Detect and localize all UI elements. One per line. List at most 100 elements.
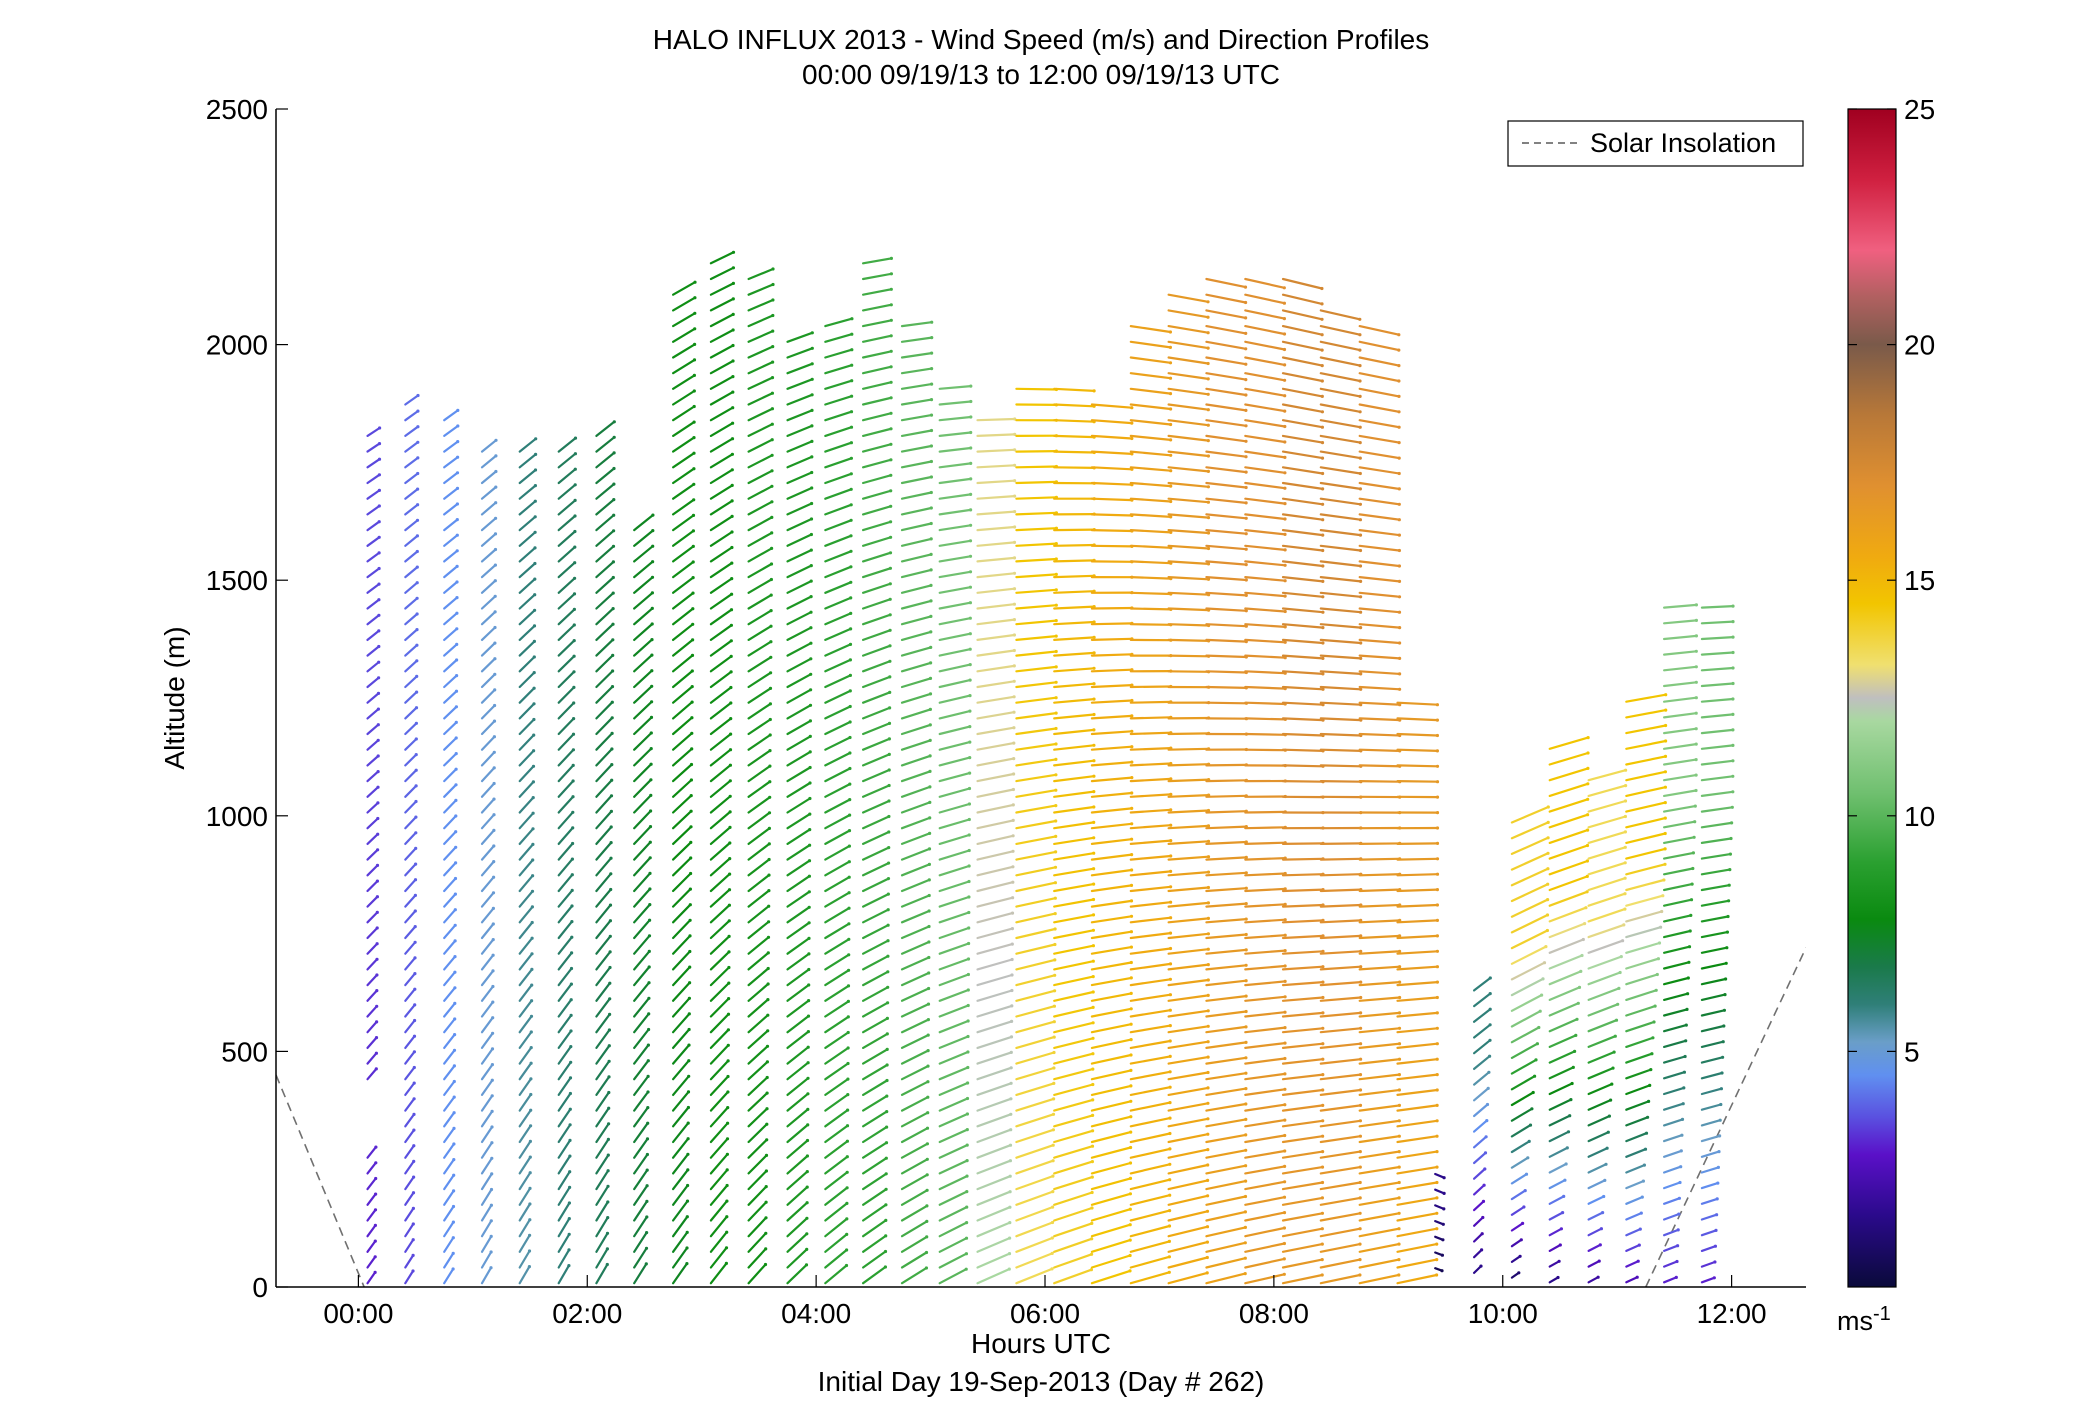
wind-barb	[1700, 1056, 1724, 1064]
wind-barb-head	[1623, 861, 1627, 865]
wind-barb-head	[1206, 963, 1210, 967]
wind-barb	[595, 825, 613, 846]
wind-barb	[786, 579, 813, 594]
wind-barb	[861, 536, 892, 547]
wind-barb	[938, 1066, 969, 1081]
wind-barb-head	[567, 1217, 571, 1221]
wind-barb	[1129, 1039, 1172, 1050]
wind-barb-head	[1397, 1258, 1401, 1262]
wind-barb	[747, 1185, 768, 1206]
wind-barb	[1472, 992, 1492, 1008]
wind-barb	[1205, 372, 1247, 381]
wind-barb-head	[492, 766, 496, 770]
wind-barb-head	[376, 723, 380, 727]
wind-barb	[1167, 466, 1210, 473]
wind-barb-head	[847, 844, 852, 848]
wind-barb	[557, 1045, 572, 1065]
wind-barb-head	[1283, 609, 1287, 614]
wind-barb-head	[1679, 1149, 1683, 1153]
wind-barb	[1244, 1273, 1286, 1285]
wind-barb-head	[884, 1172, 888, 1176]
wind-barb-head	[377, 598, 381, 602]
wind-barb-head	[646, 1043, 651, 1047]
wind-barb-head	[729, 670, 733, 674]
wind-barb-head	[765, 1060, 770, 1064]
wind-barb	[1281, 1073, 1324, 1081]
wind-barb-head	[1724, 977, 1728, 981]
wind-barb-head	[810, 455, 814, 459]
wind-barb	[671, 1231, 689, 1253]
wind-barb-head	[1206, 1070, 1210, 1075]
wind-barb-head	[1320, 333, 1324, 337]
wind-barb-head	[768, 702, 773, 706]
wind-barb-head	[454, 736, 458, 740]
wind-barb-head	[688, 981, 692, 985]
wind-barb	[1090, 868, 1133, 877]
wind-barb-head	[612, 435, 616, 439]
wind-barb-head	[1523, 1189, 1527, 1193]
wind-barb-head	[925, 1188, 929, 1192]
wind-barb	[900, 383, 933, 390]
wind-barb	[861, 1203, 888, 1222]
wind-barb	[938, 462, 972, 469]
wind-barb	[786, 968, 810, 987]
wind-barb	[1281, 1273, 1324, 1285]
wind-barb	[443, 565, 459, 579]
wind-barb-head	[729, 685, 733, 690]
wind-barb-head	[531, 780, 536, 784]
wind-barb-head	[1688, 929, 1692, 933]
wind-barb	[709, 888, 731, 908]
wind-barb	[366, 1224, 377, 1238]
wind-barb	[1053, 1145, 1094, 1159]
wind-barb	[976, 1004, 1013, 1018]
wind-barb-head	[845, 1155, 849, 1159]
wind-barb-head	[1051, 1112, 1056, 1116]
wind-barb-head	[807, 859, 812, 863]
wind-barb	[404, 410, 419, 422]
wind-barb-head	[1129, 1115, 1133, 1119]
wind-barb	[1510, 1107, 1534, 1122]
wind-barb	[900, 537, 933, 547]
wind-barb	[1167, 1025, 1210, 1034]
wind-barb	[747, 516, 773, 532]
wind-barb-head	[1282, 347, 1287, 352]
wind-barb	[1358, 1135, 1401, 1144]
wind-barb	[976, 711, 1016, 720]
wind-barb-head	[730, 530, 734, 534]
wind-barb	[366, 1177, 377, 1191]
wind-barb	[938, 1190, 968, 1206]
wind-barb	[747, 578, 773, 594]
wind-barb-head	[686, 1090, 691, 1094]
wind-barb-head	[1054, 588, 1058, 592]
wind-barb	[633, 934, 651, 955]
wind-barb-head	[1128, 1161, 1133, 1165]
wind-barb	[443, 456, 459, 469]
wind-barb	[404, 941, 417, 955]
wind-barb	[1205, 607, 1248, 612]
wind-barb-head	[1011, 865, 1015, 869]
wind-barb-head	[1130, 853, 1134, 857]
wind-barb-head	[1091, 1113, 1095, 1117]
wind-barb	[1129, 1101, 1172, 1112]
wind-barb-head	[885, 1094, 889, 1098]
wind-barb-head	[929, 475, 934, 479]
wind-barb-head	[1010, 957, 1014, 962]
wind-barb	[1244, 964, 1287, 971]
wind-barb-head	[768, 749, 772, 753]
wind-barb	[1358, 591, 1401, 598]
wind-barb-head	[1206, 1101, 1210, 1105]
wind-barb	[976, 417, 1016, 422]
wind-barb	[633, 545, 654, 563]
wind-barb-head	[887, 737, 892, 741]
wind-barb	[1510, 867, 1550, 887]
wind-barb	[671, 1012, 691, 1034]
wind-barb	[1053, 913, 1095, 924]
wind-barb-head	[1398, 949, 1402, 953]
wind-barb-head	[887, 861, 891, 865]
wind-barb	[1090, 1238, 1132, 1253]
wind-barb	[404, 441, 419, 453]
wind-barb	[518, 796, 535, 814]
wind-barb	[633, 716, 653, 736]
wind-barb-head	[967, 879, 971, 884]
wind-barb	[1281, 1042, 1324, 1050]
